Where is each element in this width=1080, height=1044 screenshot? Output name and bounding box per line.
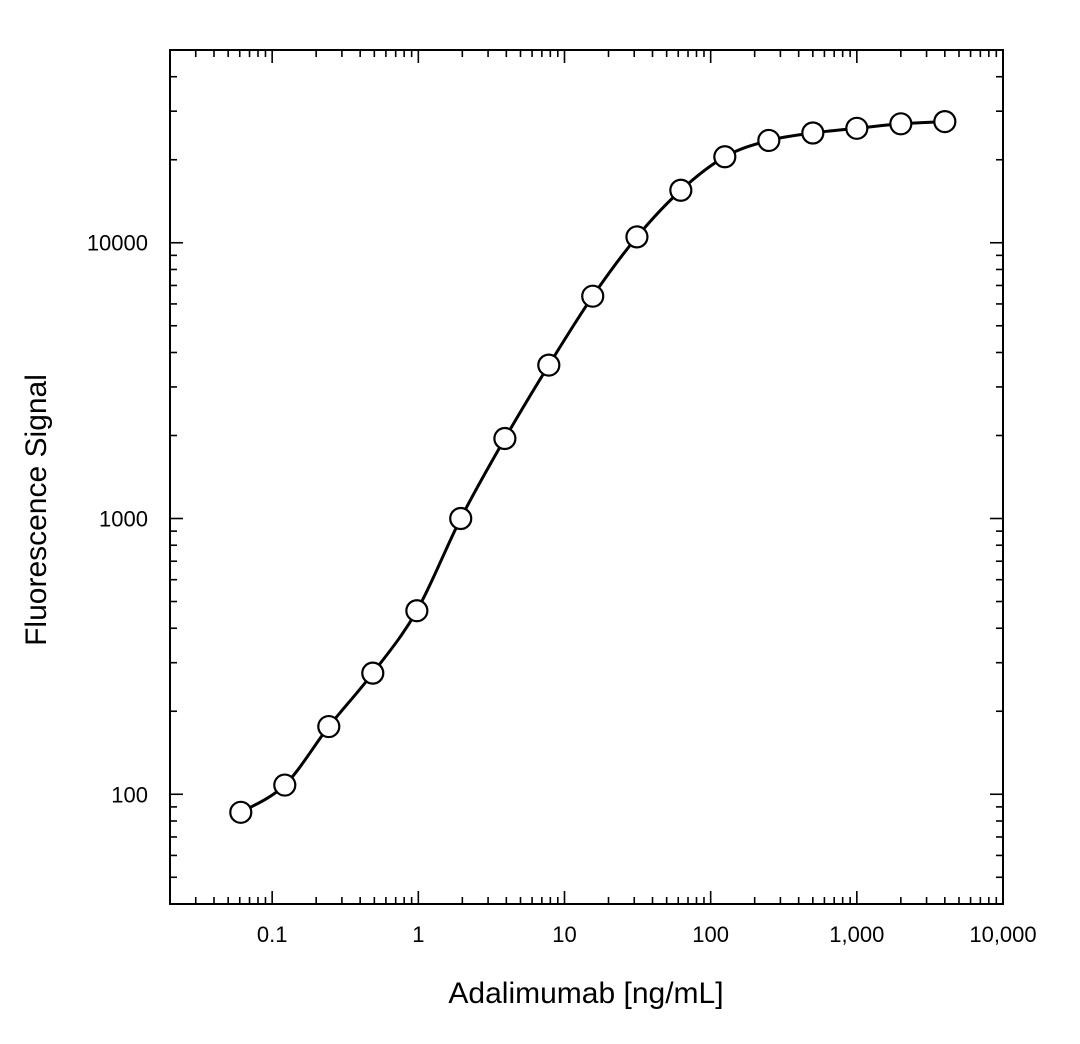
x-minor-ticks bbox=[169, 50, 1004, 904]
x-tick-label: 1,000 bbox=[829, 922, 884, 947]
x-tick-label: 10 bbox=[552, 922, 576, 947]
data-point bbox=[889, 112, 913, 136]
x-tick-label: 0.1 bbox=[257, 922, 288, 947]
data-point bbox=[933, 109, 957, 134]
data-point bbox=[493, 426, 517, 451]
y-tick-labels: 100 1000 10000 bbox=[87, 231, 148, 808]
data-point bbox=[845, 116, 869, 140]
y-tick-label: 1000 bbox=[99, 507, 148, 532]
data-points bbox=[229, 109, 957, 824]
fit-curve bbox=[239, 120, 945, 814]
data-point bbox=[229, 800, 253, 824]
x-axis-title: Adalimumab [ng/mL] bbox=[448, 977, 723, 1010]
data-point bbox=[449, 506, 473, 531]
x-tick-labels: 0.1 1 10 100 1,000 10,000 bbox=[257, 922, 1037, 947]
data-point bbox=[581, 284, 605, 308]
y-tick-label: 10000 bbox=[87, 231, 148, 256]
data-point bbox=[669, 178, 693, 202]
data-point bbox=[361, 661, 385, 685]
data-point bbox=[273, 773, 297, 797]
x-tick-label: 100 bbox=[692, 922, 729, 947]
data-point bbox=[625, 225, 649, 249]
x-tick-label: 10,000 bbox=[969, 922, 1036, 947]
data-point bbox=[801, 121, 825, 145]
data-point bbox=[757, 128, 781, 153]
y-tick-label: 100 bbox=[111, 782, 148, 807]
y-minor-ticks bbox=[170, 49, 1003, 905]
data-point bbox=[713, 145, 737, 169]
data-point bbox=[405, 599, 429, 623]
y-axis-title: Fluorescence Signal bbox=[20, 374, 53, 646]
data-point bbox=[537, 353, 561, 377]
data-point bbox=[317, 714, 341, 739]
plot-frame bbox=[169, 49, 1004, 905]
x-tick-label: 1 bbox=[412, 922, 424, 947]
